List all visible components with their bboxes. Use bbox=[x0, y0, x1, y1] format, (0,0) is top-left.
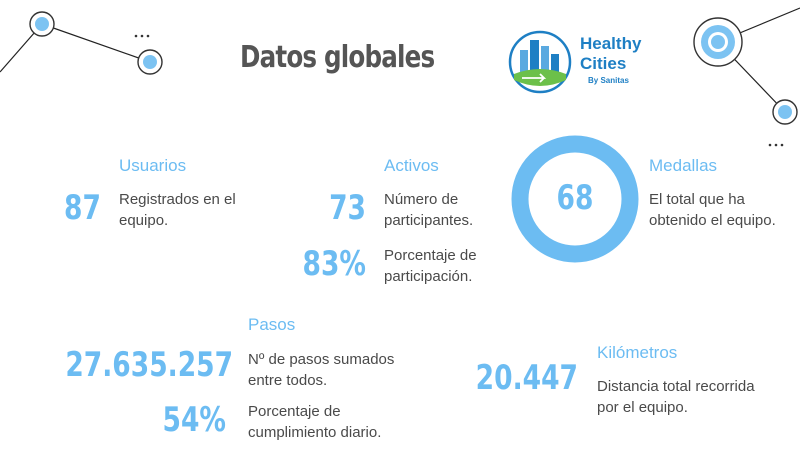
logo-byline: By Sanitas bbox=[588, 76, 629, 85]
activos-value: 73 bbox=[329, 188, 366, 228]
logo-line2: Cities bbox=[580, 54, 627, 73]
pasos-percent: 54% bbox=[162, 400, 226, 440]
pasos-value: 27.635.257 bbox=[65, 345, 234, 385]
page-title: Datos globales bbox=[240, 40, 435, 75]
medallas-ring-icon bbox=[511, 135, 639, 263]
ellipsis-dots bbox=[134, 34, 784, 147]
usuarios-description: Registrados en el equipo. bbox=[119, 191, 236, 229]
logo-line1: Healthy bbox=[580, 34, 642, 53]
usuarios-value: 87 bbox=[64, 188, 101, 228]
healthy-cities-logo-icon bbox=[508, 30, 572, 94]
kilometros-description: Distancia total recorrida por el equipo. bbox=[597, 378, 755, 416]
medallas-heading: Medallas bbox=[649, 156, 718, 175]
activos-heading: Activos bbox=[384, 156, 439, 175]
node-topright-large bbox=[693, 17, 743, 67]
kilometros-value: 20.447 bbox=[475, 358, 578, 398]
node-right-small bbox=[772, 99, 798, 125]
activos-percent-description: Porcentaje de participación. bbox=[384, 247, 477, 285]
activos-percent: 83% bbox=[302, 244, 366, 284]
node-left-small bbox=[137, 49, 163, 75]
pasos-percent-description: Porcentaje de cumplimiento diario. bbox=[248, 403, 382, 441]
medallas-description: El total que ha obtenido el equipo. bbox=[649, 191, 776, 229]
activos-description: Número de participantes. bbox=[384, 191, 474, 229]
pasos-description: Nº de pasos sumados entre todos. bbox=[248, 351, 395, 389]
kilometros-heading: Kilómetros bbox=[597, 343, 678, 362]
usuarios-heading: Usuarios bbox=[119, 156, 187, 175]
node-topleft bbox=[29, 11, 55, 37]
logo-wordmark: Healthy Cities By Sanitas bbox=[580, 34, 641, 85]
medallas-value: 68 bbox=[556, 178, 594, 218]
pasos-heading: Pasos bbox=[248, 315, 296, 334]
